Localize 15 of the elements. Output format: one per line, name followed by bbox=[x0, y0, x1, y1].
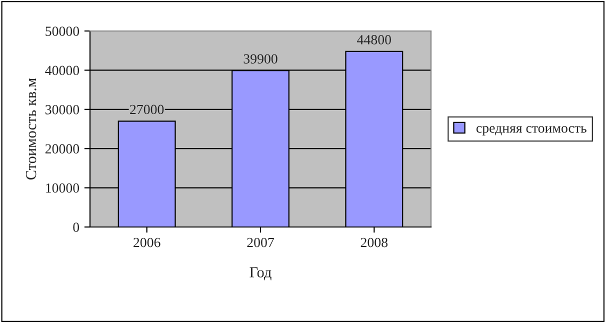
legend-label: средняя стоимость bbox=[476, 126, 586, 136]
x-axis-title: Год bbox=[250, 267, 272, 280]
y-tick-label: 10000 bbox=[46, 183, 80, 193]
y-axis-title: Стоимость кв.м bbox=[26, 78, 36, 180]
y-tick-label: 30000 bbox=[46, 104, 80, 114]
y-tick-label: 0 bbox=[73, 222, 80, 232]
y-tick-label: 40000 bbox=[45, 66, 80, 76]
x-tick-label: 2007 bbox=[247, 238, 274, 248]
y-tick-label: 20000 bbox=[45, 144, 80, 154]
x-tick-label: 2008 bbox=[360, 238, 388, 248]
data-label: 27000 bbox=[130, 104, 164, 114]
x-tick-label: 2006 bbox=[134, 238, 160, 248]
data-label: 44800 bbox=[357, 35, 391, 44]
data-label: 39900 bbox=[244, 54, 278, 64]
y-tick-label: 50000 bbox=[46, 26, 80, 36]
